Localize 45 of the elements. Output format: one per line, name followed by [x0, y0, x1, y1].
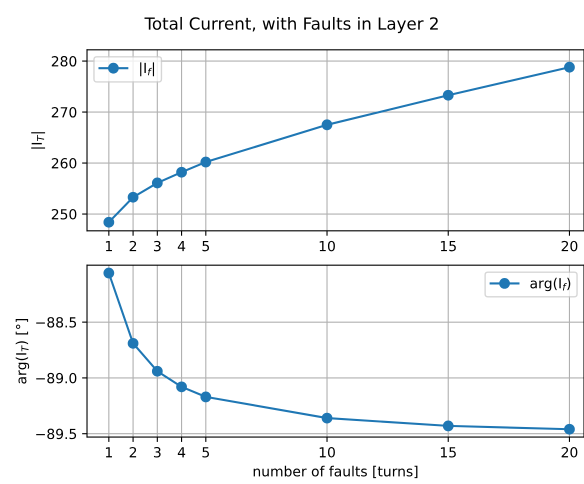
x-tick-label: 10 — [320, 240, 335, 252]
point — [322, 119, 332, 130]
x-tick-label: 20 — [562, 447, 578, 458]
point — [128, 192, 138, 203]
x-tick-label: 1 — [106, 241, 112, 252]
x-tick-label: 10 — [320, 447, 335, 458]
point — [152, 178, 163, 188]
x-tick-label: 5 — [202, 447, 210, 458]
x-tick-label: 2 — [130, 240, 136, 252]
point — [103, 216, 114, 228]
y-tick-label: 270 — [52, 107, 76, 118]
x-tick-label: 5 — [202, 241, 210, 252]
x-tick-label: 3 — [154, 240, 161, 252]
point — [200, 392, 212, 402]
x-tick-label: 3 — [154, 447, 161, 458]
point — [128, 338, 138, 349]
legend-label: |I$_{f}$| — [140, 62, 154, 76]
x-tick-label: 15 — [440, 241, 456, 252]
x-axis-title: number of faults [turns] — [254, 466, 418, 478]
x-tick-label: 20 — [562, 240, 578, 252]
y-tick-label: −88.5 — [36, 317, 76, 328]
y-axis-title: arg(I$_{T}$) [°] — [16, 319, 30, 384]
x-tick-label: 2 — [130, 447, 136, 458]
chart-title: Total Current, with Faults in Layer 2 — [144, 16, 438, 34]
point — [322, 412, 332, 424]
y-tick-label: −89.0 — [36, 372, 76, 384]
y-tick-label: 280 — [52, 56, 76, 67]
point — [176, 381, 187, 392]
point — [442, 90, 454, 101]
point — [103, 268, 114, 278]
x-tick-label: 4 — [178, 447, 186, 458]
x-tick-label: 4 — [178, 241, 186, 252]
point — [152, 366, 163, 377]
y-axis-title: |I$_{T}$| — [31, 132, 46, 149]
point — [564, 424, 575, 435]
legend-label: arg(I$_{f}$) — [530, 278, 570, 292]
y-tick-label: −89.5 — [36, 428, 76, 440]
x-tick-label: 1 — [106, 447, 112, 458]
point — [564, 62, 575, 73]
x-tick-label: 15 — [440, 447, 456, 458]
point — [442, 420, 454, 432]
y-tick-label: 260 — [52, 158, 76, 169]
point — [176, 166, 187, 178]
point — [200, 156, 212, 168]
y-tick-label: 250 — [52, 209, 76, 220]
